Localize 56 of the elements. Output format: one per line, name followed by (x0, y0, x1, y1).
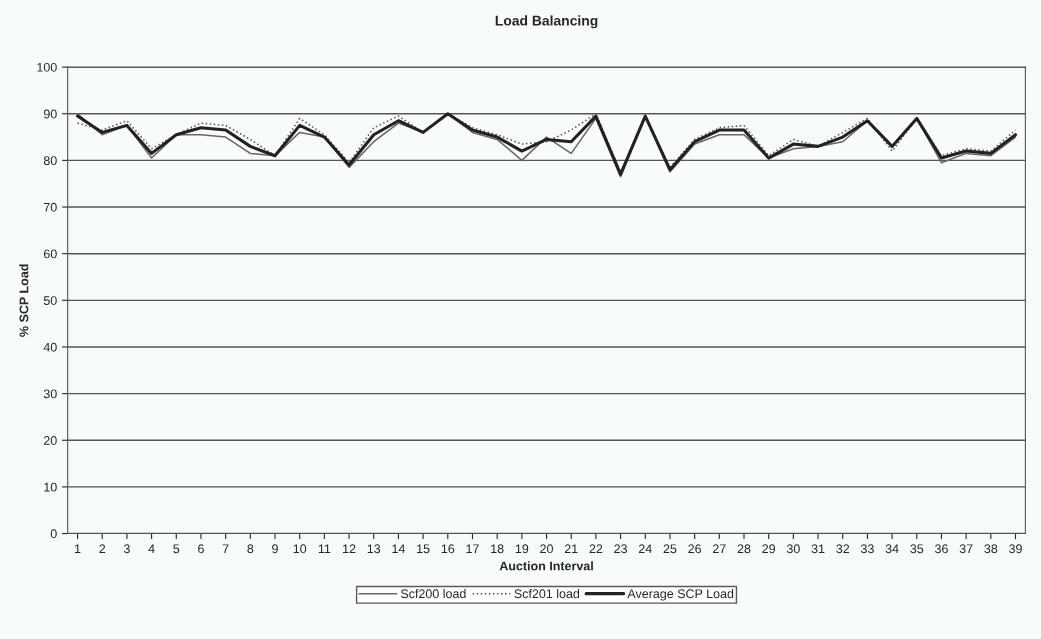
x-tick-label: 38 (984, 544, 998, 554)
x-tick-label: 2 (99, 544, 106, 554)
x-tick-label: 19 (515, 544, 529, 554)
x-tick-label: 18 (491, 544, 504, 554)
x-tick-label: 24 (638, 544, 652, 554)
x-tick-label: 16 (441, 544, 455, 554)
x-tick-label: 12 (343, 544, 356, 554)
x-tick-label: 14 (392, 544, 406, 554)
x-tick-label: 6 (198, 544, 204, 554)
y-tick-label: 70 (43, 202, 57, 212)
x-tick-label: 11 (318, 544, 331, 554)
x-tick-label: 21 (564, 544, 578, 554)
x-tick-label: 28 (737, 544, 751, 554)
x-axis-title: Auction Interval (499, 561, 593, 571)
x-tick-label: 15 (417, 544, 430, 554)
x-tick-label: 5 (173, 544, 180, 554)
y-tick-label: 30 (43, 389, 57, 399)
legend-label: Average SCP Load (627, 588, 734, 601)
x-tick-label: 17 (466, 544, 479, 554)
y-tick-label: 0 (50, 529, 57, 539)
y-tick-label: 10 (44, 482, 57, 492)
legend-label: Scf200 load (400, 588, 466, 599)
x-tick-label: 10 (293, 544, 307, 554)
x-tick-label: 31 (811, 544, 825, 554)
x-tick-label: 32 (836, 544, 850, 554)
x-tick-label: 30 (786, 544, 800, 554)
x-tick-label: 22 (589, 544, 603, 554)
legend-label: Scf201 load (514, 588, 580, 599)
y-tick-label: 40 (43, 342, 57, 352)
x-tick-label: 33 (860, 544, 874, 554)
x-tick-label: 36 (934, 544, 948, 554)
x-tick-label: 13 (367, 544, 381, 554)
x-tick-label: 37 (959, 544, 973, 554)
y-tick-label: 100 (37, 62, 57, 72)
x-tick-label: 25 (663, 544, 677, 554)
x-tick-label: 8 (247, 544, 254, 554)
x-tick-label: 23 (614, 544, 627, 554)
y-tick-label: 50 (43, 296, 57, 305)
x-tick-label: 26 (688, 544, 702, 554)
chart-title: Load Balancing (495, 15, 598, 29)
x-tick-label: 3 (123, 544, 130, 554)
x-tick-label: 7 (222, 544, 229, 554)
y-tick-label: 80 (43, 156, 57, 166)
y-tick-label: 20 (43, 436, 57, 445)
y-axis-title: % SCP Load (19, 264, 29, 337)
x-tick-label: 27 (712, 544, 726, 554)
y-tick-label: 90 (43, 109, 57, 119)
x-tick-label: 1 (75, 544, 81, 554)
y-tick-label: 60 (43, 249, 57, 259)
x-tick-label: 4 (148, 544, 155, 554)
x-tick-label: 35 (910, 544, 924, 554)
x-tick-label: 34 (885, 544, 899, 554)
x-tick-label: 39 (1009, 544, 1022, 554)
x-tick-label: 9 (272, 544, 278, 554)
x-tick-label: 20 (540, 544, 553, 554)
x-tick-label: 29 (762, 544, 776, 554)
